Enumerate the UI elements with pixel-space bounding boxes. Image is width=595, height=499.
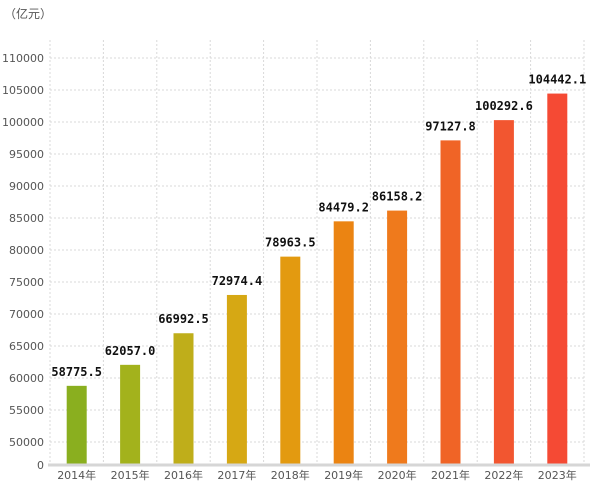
y-tick-label: 60000 [9, 372, 44, 385]
bar [440, 140, 461, 465]
bar [173, 333, 194, 465]
y-tick-label: 70000 [9, 308, 44, 321]
y-tick-label: 65000 [9, 340, 44, 353]
x-tick-label: 2022年 [484, 468, 523, 482]
x-tick-label: 2016年 [164, 468, 203, 482]
bar [226, 294, 247, 465]
data-label: 78963.5 [265, 236, 316, 250]
data-label: 66992.5 [158, 312, 209, 326]
data-label: 62057.0 [105, 344, 156, 358]
x-tick-label: 2021年 [431, 468, 470, 482]
data-label: 104442.1 [528, 73, 586, 87]
y-tick-label: 100000 [2, 116, 44, 129]
bar [280, 256, 301, 465]
x-tick-label: 2018年 [271, 468, 310, 482]
data-label: 86158.2 [372, 190, 423, 204]
data-label: 72974.4 [212, 274, 263, 288]
x-tick-label: 2014年 [57, 468, 96, 482]
y-tick-label: 85000 [9, 212, 44, 225]
x-tick-label: 2023年 [538, 468, 577, 482]
y-tick-label: 0 [37, 459, 44, 472]
bar [66, 385, 87, 465]
label-layer: 0 50000 55000 60000 65000 70000 75000 80000 8500… [2, 52, 586, 482]
bar [493, 120, 514, 466]
data-label: 58775.5 [51, 365, 102, 379]
y-tick-label: 80000 [9, 244, 44, 257]
x-tick-label: 2017年 [217, 468, 256, 482]
data-label: 84479.2 [318, 200, 369, 214]
y-tick-label: 50000 [9, 436, 44, 449]
x-tick-label: 2020年 [378, 468, 417, 482]
bar-layer [66, 93, 568, 466]
data-label: 100292.6 [475, 99, 533, 113]
x-tick-label: 2019年 [324, 468, 363, 482]
bar [547, 93, 568, 465]
data-label: 97127.8 [425, 119, 476, 133]
bar [333, 221, 354, 465]
x-tick-label: 2015年 [111, 468, 150, 482]
y-tick-label: 95000 [9, 148, 44, 161]
y-tick-label: 105000 [2, 84, 44, 97]
bar [387, 210, 408, 465]
y-tick-label: 90000 [9, 180, 44, 193]
y-tick-label: 75000 [9, 276, 44, 289]
bar [120, 364, 141, 465]
unit-label: （亿元） [4, 6, 52, 21]
y-tick-label: 55000 [9, 404, 44, 417]
y-tick-label: 110000 [2, 52, 44, 65]
